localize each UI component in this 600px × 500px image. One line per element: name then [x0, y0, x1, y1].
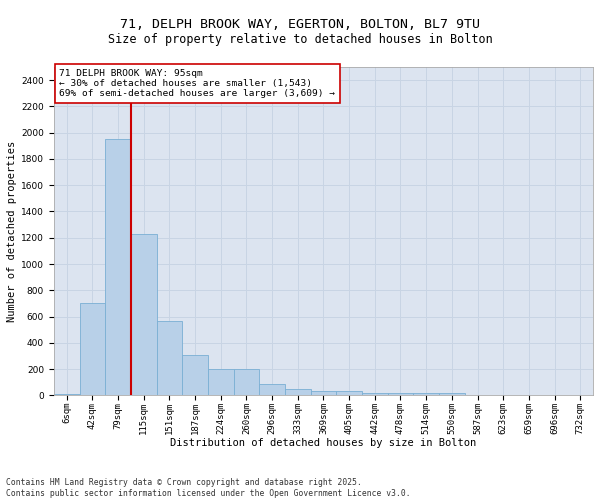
Bar	[464, 394, 490, 396]
Bar	[516, 394, 542, 396]
Bar	[311, 391, 336, 396]
Bar	[208, 369, 233, 396]
Bar	[105, 139, 131, 396]
Bar	[54, 394, 80, 396]
Bar	[285, 390, 311, 396]
Text: Size of property relative to detached houses in Bolton: Size of property relative to detached ho…	[107, 32, 493, 46]
Bar	[182, 356, 208, 396]
Bar	[336, 391, 362, 396]
Bar	[259, 384, 285, 396]
Bar	[413, 393, 439, 396]
Bar	[388, 393, 413, 396]
Bar	[490, 394, 516, 396]
Text: 71, DELPH BROOK WAY, EGERTON, BOLTON, BL7 9TU: 71, DELPH BROOK WAY, EGERTON, BOLTON, BL…	[120, 18, 480, 30]
X-axis label: Distribution of detached houses by size in Bolton: Distribution of detached houses by size …	[170, 438, 476, 448]
Bar	[362, 393, 388, 396]
Bar	[439, 393, 464, 396]
Bar	[80, 304, 105, 396]
Y-axis label: Number of detached properties: Number of detached properties	[7, 140, 17, 322]
Text: Contains HM Land Registry data © Crown copyright and database right 2025.
Contai: Contains HM Land Registry data © Crown c…	[6, 478, 410, 498]
Bar	[131, 234, 157, 396]
Text: 71 DELPH BROOK WAY: 95sqm
← 30% of detached houses are smaller (1,543)
69% of se: 71 DELPH BROOK WAY: 95sqm ← 30% of detac…	[59, 68, 335, 98]
Bar	[157, 320, 182, 396]
Bar	[233, 369, 259, 396]
